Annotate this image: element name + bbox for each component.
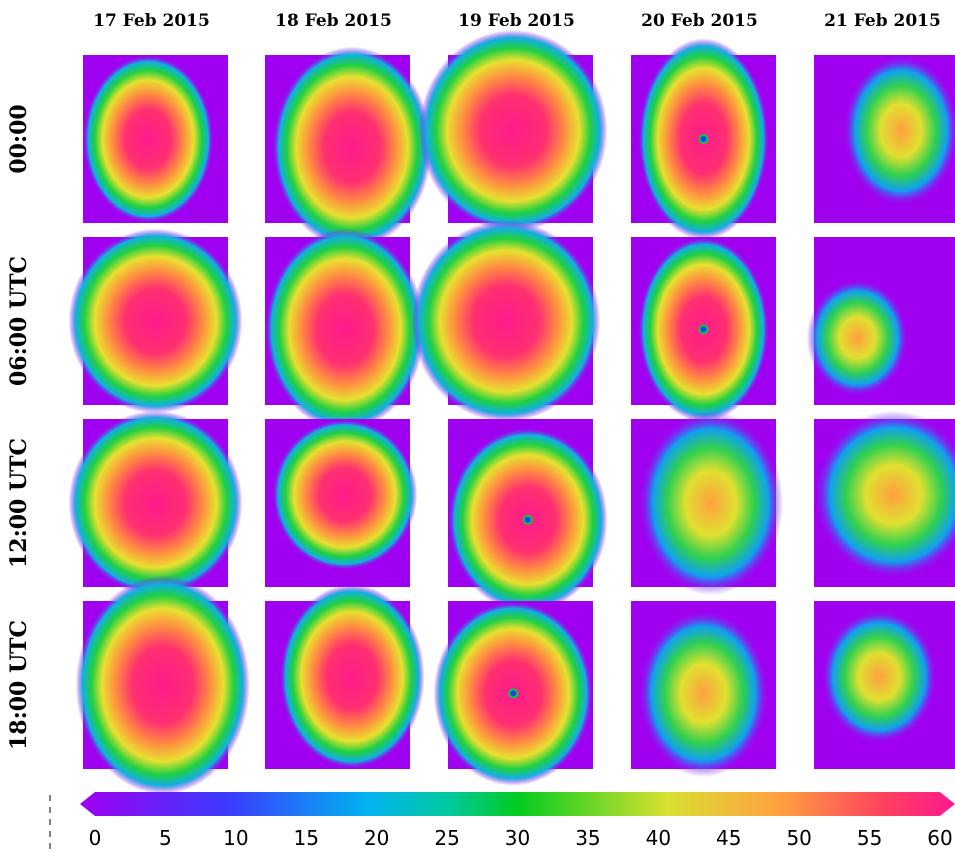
colorbar-tick-label: 60	[927, 826, 952, 850]
cloud-field	[265, 229, 425, 431]
satellite-panel	[448, 419, 608, 612]
colorbar-tick-label: 0	[89, 826, 102, 850]
cloud-field	[638, 609, 769, 777]
satellite-panel	[69, 229, 243, 414]
satellite-panel	[631, 411, 783, 596]
panels	[69, 30, 955, 794]
row-label: 00:00	[6, 104, 32, 173]
cloud-field	[272, 47, 432, 249]
storm-eye	[509, 689, 517, 697]
satellite-panel	[807, 237, 955, 405]
cloud-field	[638, 411, 783, 596]
colorbar-tick-label: 40	[646, 826, 671, 850]
figure: 17 Feb 2015 18 Feb 2015 19 Feb 2015 20 Feb …	[0, 0, 955, 857]
column-header: 21 Feb 2015	[824, 11, 941, 31]
satellite-panel	[419, 30, 608, 232]
storm-eye	[700, 135, 708, 143]
colorbar-tick-label: 45	[716, 826, 741, 850]
satellite-panel	[83, 55, 228, 223]
colorbar-tick-label: 15	[294, 826, 319, 850]
satellite-panel	[265, 584, 425, 769]
cloud-field	[280, 584, 425, 769]
satellite-panel	[814, 411, 955, 587]
colorbar-tick-label: 50	[786, 826, 811, 850]
satellite-panel	[265, 419, 417, 587]
satellite-panel	[265, 229, 425, 431]
colorbar-tick-label: 5	[159, 826, 172, 850]
cloud-field	[83, 55, 214, 223]
satellite-panel	[76, 576, 250, 794]
colorbar-tick-label: 25	[434, 826, 459, 850]
column-header: 17 Feb 2015	[93, 11, 210, 31]
row-label: 12:00 UTC	[6, 438, 32, 568]
row-label: 18:00 UTC	[6, 620, 32, 750]
cloud-field	[76, 576, 250, 794]
satellite-panel	[265, 47, 432, 249]
colorbar-tick-label: 20	[364, 826, 389, 850]
satellite-panel	[814, 55, 955, 223]
satellite-panel	[412, 220, 601, 422]
column-header: 19 Feb 2015	[458, 11, 575, 31]
colorbar-tick-label: 35	[575, 826, 600, 850]
cloud-field	[843, 55, 955, 206]
colorbar-tick-label: 30	[505, 826, 530, 850]
storm-eye	[524, 516, 532, 524]
colorbar	[80, 792, 955, 816]
satellite-panel	[434, 601, 594, 786]
cloud-field	[821, 609, 937, 743]
cloud-field	[412, 220, 601, 422]
satellite-panel	[631, 237, 776, 422]
cloud-field	[69, 229, 243, 414]
cloud-field	[272, 419, 417, 570]
cloud-field	[807, 279, 909, 397]
colorbar-tick-label: 55	[857, 826, 882, 850]
satellite-panel	[814, 601, 955, 769]
column-header: 18 Feb 2015	[275, 11, 392, 31]
cloud-field	[419, 30, 608, 232]
satellite-panel	[631, 601, 776, 777]
row-label: 06:00 UTC	[6, 256, 32, 386]
satellite-panel	[631, 38, 776, 240]
storm-eye	[700, 325, 708, 333]
colorbar-tick-label: 10	[223, 826, 248, 850]
column-header: 20 Feb 2015	[641, 11, 758, 31]
satellite-panel	[69, 411, 243, 596]
cloud-field	[69, 411, 243, 596]
